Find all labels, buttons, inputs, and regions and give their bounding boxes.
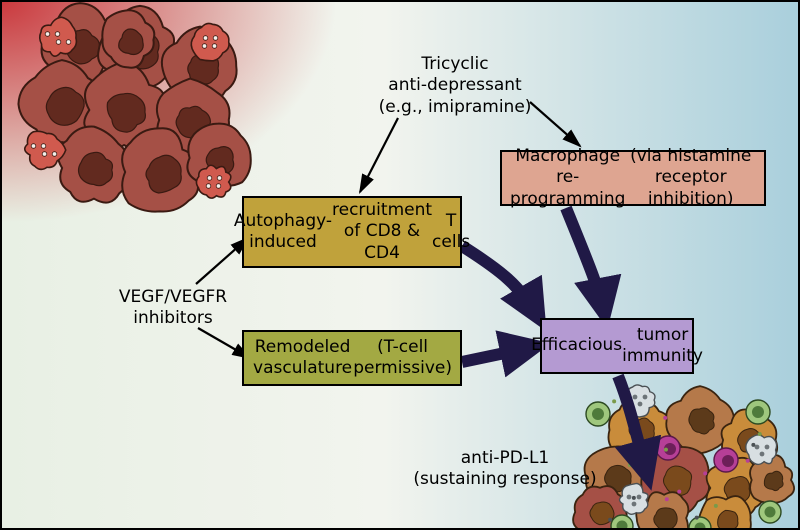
box-autophagy-recruitment: Autophagy-inducedrecruitment of CD8 & CD… <box>242 196 462 268</box>
box-efficacious-immunity: Efficacioustumor immunity <box>540 318 694 374</box>
label-anti-pdl1: anti-PD-L1(sustaining response) <box>400 447 610 491</box>
box-macrophage-reprogramming: Macrophage re-programming(via histamine … <box>500 150 766 206</box>
label-tricyclic-antidepressant: Tricyclicanti-depressant(e.g., imipramin… <box>350 56 560 116</box>
label-vegf-inhibitors: VEGF/VEGFRinhibitors <box>98 286 248 330</box>
box-remodeled-vasculature: Remodeled vasculature(T-cell permissive) <box>242 330 462 386</box>
